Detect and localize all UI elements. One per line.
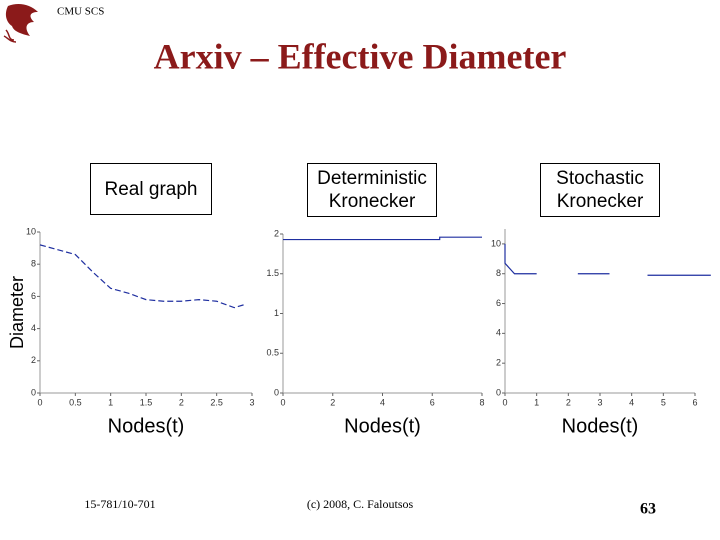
- y-tick-label: 1: [274, 308, 279, 318]
- data-line: [504, 243, 711, 276]
- data-line: [283, 236, 482, 241]
- y-tick-label: 1.5: [266, 268, 279, 278]
- x-tick-label: 0: [502, 397, 507, 407]
- logo: [3, 4, 38, 43]
- x-tick-label: 0: [280, 397, 285, 407]
- y-tick-label: 2: [274, 228, 279, 238]
- x-tick-label: 2: [179, 397, 184, 407]
- x-axis-label: Nodes(t): [108, 415, 185, 437]
- y-tick-label: 10: [26, 226, 36, 236]
- y-tick-label: 0.5: [266, 348, 279, 358]
- slide-title: Arxiv – Effective Diameter: [154, 36, 567, 76]
- x-tick-label: 1: [108, 397, 113, 407]
- y-tick-label: 2: [31, 355, 36, 365]
- y-tick-label: 10: [491, 238, 501, 248]
- x-tick-label: 4: [629, 397, 634, 407]
- y-tick-label: 0: [31, 387, 36, 397]
- page-number: 63: [640, 501, 656, 518]
- header: CMU SCS: [57, 6, 104, 18]
- x-tick-label: 0.5: [69, 397, 82, 407]
- x-tick-label: 8: [479, 397, 484, 407]
- x-tick-label: 5: [661, 397, 666, 407]
- x-tick-label: 2: [330, 397, 335, 407]
- y-tick-label: 8: [496, 268, 501, 278]
- chart-title: Deterministic Kronecker: [307, 163, 437, 217]
- x-tick-label: 2.5: [210, 397, 223, 407]
- y-tick-label: 6: [496, 298, 501, 308]
- chart-title: Stochastic Kronecker: [540, 163, 660, 217]
- x-tick-label: 6: [430, 397, 435, 407]
- footer-course: 15-781/10-701: [84, 497, 155, 511]
- x-axis-label: Nodes(t): [344, 415, 421, 437]
- footer-copyright: (c) 2008, C. Faloutsos: [307, 497, 414, 511]
- y-axis-label: Diameter: [7, 276, 27, 349]
- y-tick-label: 4: [31, 323, 36, 333]
- y-tick-label: 8: [31, 259, 36, 269]
- x-tick-label: 4: [380, 397, 385, 407]
- x-axis-label: Nodes(t): [562, 415, 639, 437]
- y-tick-label: 6: [31, 291, 36, 301]
- y-tick-label: 0: [274, 387, 279, 397]
- chart-title: Real graph: [90, 163, 212, 215]
- x-tick-label: 0: [37, 397, 42, 407]
- data-line: [39, 244, 246, 309]
- x-tick-label: 1.5: [140, 397, 153, 407]
- x-tick-label: 6: [692, 397, 697, 407]
- x-tick-label: 1: [534, 397, 539, 407]
- x-tick-label: 3: [249, 397, 254, 407]
- y-tick-label: 0: [496, 387, 501, 397]
- y-tick-label: 4: [496, 328, 501, 338]
- x-tick-label: 2: [566, 397, 571, 407]
- x-tick-label: 3: [597, 397, 602, 407]
- y-tick-label: 2: [496, 358, 501, 368]
